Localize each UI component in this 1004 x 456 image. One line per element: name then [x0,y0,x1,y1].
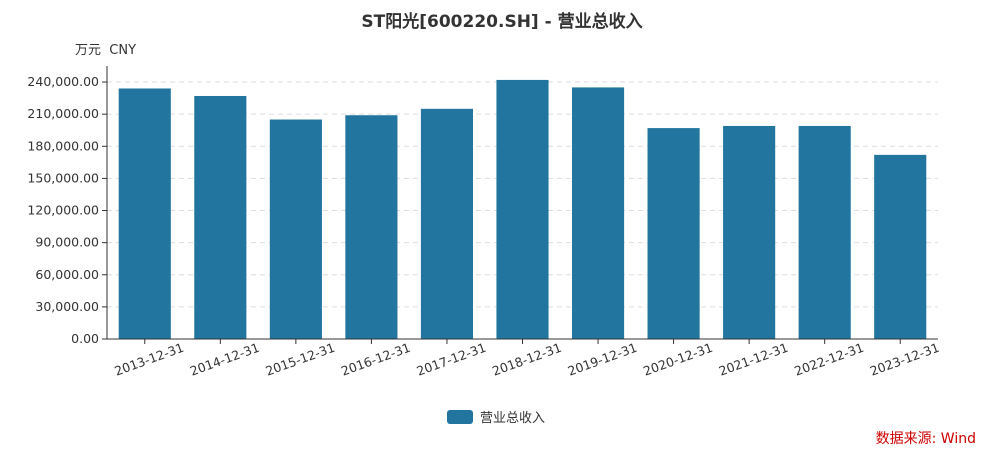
chart-title: ST阳光[600220.SH] - 营业总收入 [361,11,642,32]
legend-swatch [447,410,473,424]
bars [118,79,927,339]
bar-2020-12-31 [647,128,700,339]
x-tick-label: 2019-12-31 [566,340,639,379]
y-tick-label: 60,000.00 [35,267,99,282]
legend: 营业总收入 [447,410,545,426]
x-tick-label: 2023-12-31 [868,340,941,379]
y-tick-label: 120,000.00 [27,203,99,218]
y-tick-label: 30,000.00 [35,299,99,314]
bar-2021-12-31 [723,125,776,339]
y-unit-label: 万元 CNY [75,43,136,58]
y-tick-label: 90,000.00 [35,235,99,250]
bar-2022-12-31 [798,125,851,339]
x-tick-label: 2014-12-31 [188,340,261,379]
x-tick-label: 2013-12-31 [112,340,185,379]
x-tick-label: 2017-12-31 [415,340,488,379]
x-tick-label: 2020-12-31 [641,340,714,379]
bar-2016-12-31 [345,115,398,339]
bar-2013-12-31 [118,88,171,339]
y-tick-label: 240,000.00 [27,74,99,89]
x-tick-label: 2015-12-31 [263,340,336,379]
y-tick-label: 150,000.00 [27,170,99,185]
x-tick-label: 2018-12-31 [490,340,563,379]
legend-label: 营业总收入 [480,411,545,426]
bar-2023-12-31 [874,154,927,339]
x-axis-ticks: 2013-12-31 2014-12-31 2015-12-31 2016-12-31… [112,339,941,379]
data-source-note: 数据来源: Wind [875,431,976,447]
y-tick-label: 180,000.00 [27,138,99,153]
y-axis-ticks: 0.00 30,000.00 60,000.00 90,000.00 120,000.0… [27,74,107,346]
x-tick-label: 2016-12-31 [339,340,412,379]
y-tick-label: 0.00 [71,331,99,346]
bar-2018-12-31 [496,79,549,339]
x-tick-label: 2022-12-31 [792,340,865,379]
y-tick-label: 210,000.00 [27,106,99,121]
bar-2017-12-31 [420,108,474,339]
bar-2014-12-31 [194,95,247,339]
x-tick-label: 2021-12-31 [717,340,790,379]
bar-2015-12-31 [269,119,322,339]
bar-2019-12-31 [571,87,625,339]
